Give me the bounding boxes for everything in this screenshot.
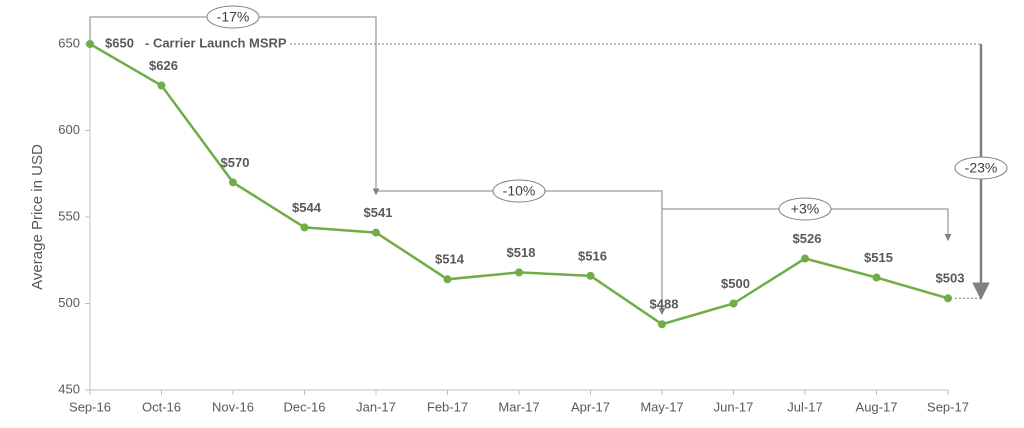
point [229,178,237,187]
y-tick-label: 650 [58,35,80,50]
annotation-oval [206,5,260,29]
data-label: $626 [149,58,178,73]
annotation-oval [492,179,546,203]
x-tick-label: Jun-17 [714,399,754,414]
x-tick-label: Mar-17 [498,399,539,414]
x-tick-label: Jul-17 [787,399,822,414]
x-tick-label: Feb-17 [427,399,468,414]
x-tick-label: Apr-17 [571,399,610,414]
point [372,228,380,237]
data-label: $515 [864,250,893,265]
point [801,254,809,263]
data-label: $500 [721,276,750,291]
data-label: $526 [793,231,822,246]
y-tick-label: 550 [58,208,80,223]
data-label: $503 [936,271,965,286]
annotation-oval [778,197,832,221]
y-tick-label: 500 [58,295,80,310]
data-label: $514 [435,252,465,267]
data-label: $488 [650,297,679,312]
point [443,275,452,284]
point [658,320,666,329]
annotation: -10% [503,183,536,199]
x-tick-label: Aug-17 [856,399,898,414]
point [300,223,309,232]
x-tick-label: Nov-16 [212,399,254,414]
x-tick-label: May-17 [640,399,683,414]
note: - Carrier Launch MSRP [145,35,287,50]
x-tick-label: Jan-17 [356,399,396,414]
y-tick-label: 450 [58,381,80,396]
point [86,40,94,48]
y-axis-label: Average Price in USD [29,144,46,290]
annotation-oval [954,156,1008,180]
data-label: $541 [364,205,393,220]
point [729,299,738,308]
point [515,268,523,277]
x-tick-label: Sep-17 [927,399,969,414]
point [157,81,166,90]
x-tick-label: Sep-16 [69,399,111,414]
annotation: -23% [965,160,998,176]
bracket [376,190,666,315]
x-tick-label: Oct-16 [142,399,181,414]
annotation: -17% [217,9,250,25]
data-label: $570 [221,155,250,170]
bracket [662,208,952,242]
y-tick-label: 600 [58,122,80,137]
point [586,271,595,280]
data-label: $516 [578,248,607,263]
data-label: $518 [507,245,536,260]
point [944,294,952,303]
annotation: +3% [791,201,819,217]
point [872,273,881,282]
data-label: $544 [292,200,322,215]
x-tick-label: Dec-16 [284,399,326,414]
data-label: $650 [105,35,134,50]
